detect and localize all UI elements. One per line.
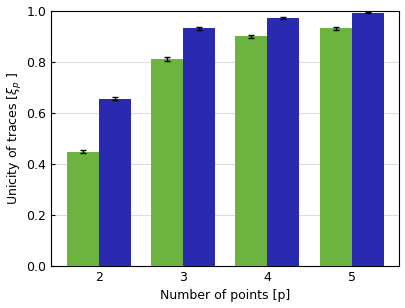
Bar <box>99 99 131 266</box>
Bar <box>67 152 99 266</box>
Bar <box>352 13 384 266</box>
Bar <box>183 28 215 266</box>
Bar <box>151 59 183 266</box>
Y-axis label: Unicity of traces [$\xi_p$ ]: Unicity of traces [$\xi_p$ ] <box>6 71 23 205</box>
Bar <box>267 18 299 266</box>
Bar <box>320 28 352 266</box>
X-axis label: Number of points [p]: Number of points [p] <box>160 290 290 302</box>
Bar <box>235 36 267 266</box>
